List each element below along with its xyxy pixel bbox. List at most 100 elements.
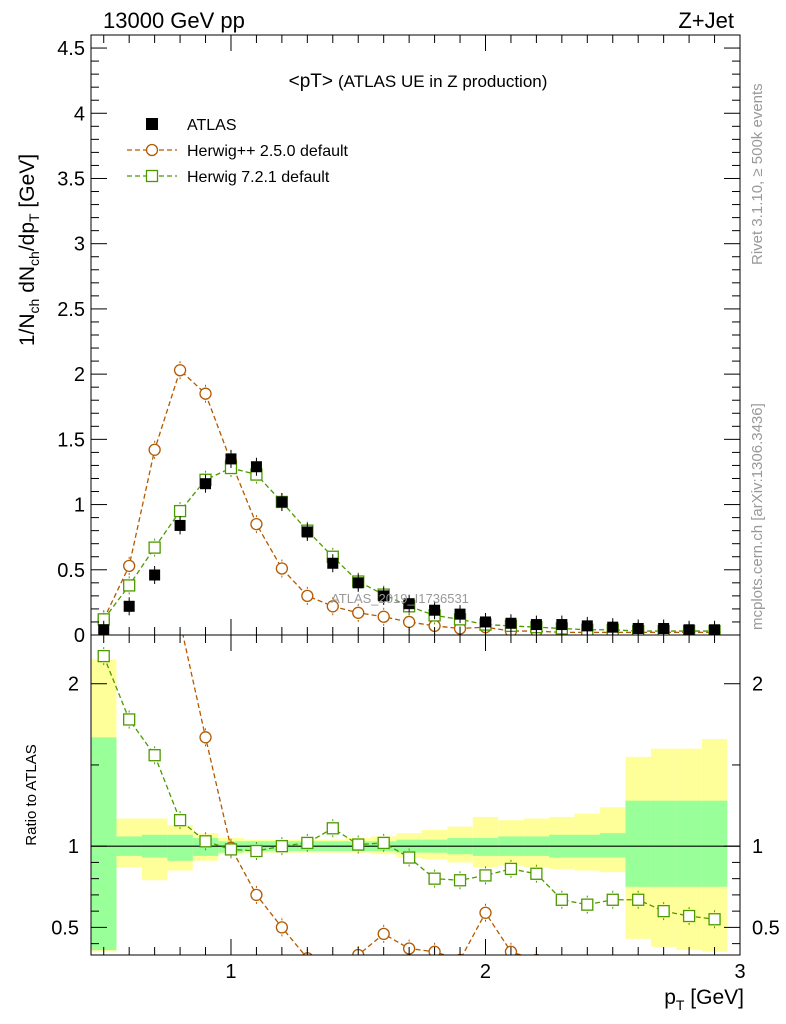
bottom-panel-frame — [90, 634, 741, 956]
ratio-herwig7-point — [453, 874, 467, 887]
top-ytick-label: 3.5 — [57, 168, 85, 190]
herwigpp-point — [326, 600, 339, 613]
ratio-band-inner-23 — [676, 800, 702, 887]
ratio-band-inner-20 — [600, 833, 626, 858]
atlas-point — [123, 600, 135, 612]
atlas-point — [250, 461, 262, 473]
ratio-herwigpp-point — [556, 962, 567, 973]
atlas-point — [149, 569, 161, 581]
ratio-herwigpp-point — [175, 617, 186, 628]
atlas-point — [581, 620, 593, 632]
ratio-herwig7-point — [581, 898, 594, 911]
atlas-point — [174, 519, 186, 531]
legend-herwigpp-label: Herwig++ 2.5.0 default — [187, 143, 349, 160]
herwigpp-point — [402, 615, 416, 629]
herwigpp-point — [377, 610, 390, 623]
atlas-point — [276, 496, 288, 508]
herwig7-point — [173, 504, 187, 518]
herwigpp-point — [123, 559, 136, 573]
ratio-herwig7-point — [504, 862, 518, 876]
mcplots-label: mcplots.cern.ch [arXiv:1306.3436] — [749, 403, 766, 630]
ratio-herwig7-point — [301, 836, 314, 850]
herwigpp-point — [199, 387, 212, 400]
top-ytick-label: 4.5 — [57, 38, 85, 60]
bottom-ytick-label: 2 — [68, 674, 79, 696]
ratio-herwig7-point — [97, 649, 110, 663]
ratio-herwigpp-point — [124, 617, 135, 628]
top-ytick-label: 4 — [74, 103, 85, 125]
atlas-point — [352, 577, 364, 589]
ratio-herwig7-point — [326, 822, 339, 835]
top-ytick-label: 2 — [74, 364, 85, 386]
ratio-herwigpp-point — [532, 953, 541, 955]
legend-atlas-marker — [146, 118, 158, 130]
atlas-point — [301, 526, 313, 538]
atlas-point — [454, 608, 466, 620]
bottom-ytick-label: 1 — [68, 836, 79, 858]
top-ytick-label: 3 — [74, 234, 85, 256]
ratio-herwig7-point — [173, 814, 187, 827]
xlabel: pT [GeV] — [664, 986, 744, 1013]
analysis-watermark: ATLAS_2019_I1736531 — [331, 591, 469, 606]
top-ytick-label: 2.5 — [57, 299, 85, 321]
ratio-herwigpp-point — [582, 962, 593, 973]
ratio-herwigpp-point — [456, 953, 464, 955]
herwigpp-point — [250, 517, 263, 531]
ratio-herwig7-point — [555, 893, 568, 906]
ratio-herwig7-point — [632, 893, 645, 906]
herwigpp-point — [352, 606, 365, 619]
atlas-point — [556, 619, 568, 631]
ratio-band-inner-21 — [625, 800, 651, 887]
ratio-herwigpp-point — [479, 906, 492, 919]
xtick-label: 1 — [225, 961, 236, 983]
bottom-ylabel: Ratio to ATLAS — [23, 744, 40, 845]
bottom-ytick-label-right: 1 — [752, 836, 763, 858]
xtick-label: 3 — [734, 961, 745, 983]
ratio-herwigpp-point — [327, 962, 338, 973]
atlas-point — [429, 604, 441, 616]
ratio-band-inner-22 — [650, 800, 677, 887]
ratio-herwig7-point — [682, 909, 696, 923]
ratio-herwig7-point — [199, 835, 212, 848]
ratio-herwigpp-point — [607, 962, 618, 973]
top-ylabel: 1/Nch dNch/dpT [GeV] — [16, 154, 42, 346]
herwigpp-point — [148, 443, 161, 456]
ratio-band-inner-3 — [167, 834, 193, 861]
legend-herwig7-marker — [145, 169, 159, 183]
ratio-herwig7-point — [428, 872, 441, 885]
top-ytick-label: 1.5 — [57, 429, 85, 451]
xtick-label: 2 — [480, 961, 491, 983]
ratio-herwigpp-point — [684, 962, 695, 973]
herwig7-point — [123, 579, 136, 592]
ratio-herwig7-point — [123, 713, 136, 726]
ratio-herwig7-point — [148, 749, 161, 762]
top-ytick-label: 0.5 — [57, 560, 85, 582]
legend-herwigpp-marker — [145, 143, 159, 157]
herwig7-point — [148, 541, 161, 554]
ratio-band-inner-0 — [91, 737, 117, 951]
herwigpp-point — [301, 589, 314, 603]
ratio-herwigpp-point — [250, 888, 263, 902]
atlas-point — [378, 590, 390, 602]
legend-atlas-label: ATLAS — [187, 117, 237, 134]
ratio-herwig7-point — [402, 851, 416, 864]
atlas-point — [225, 453, 237, 465]
ratio-herwigpp-point — [275, 921, 289, 934]
ratio-herwig7-point — [352, 838, 365, 851]
atlas-point — [403, 598, 415, 610]
ratio-herwig7-line — [103, 655, 715, 920]
atlas-point — [200, 478, 212, 490]
ratio-herwig7-point — [708, 913, 721, 926]
ratio-herwig7-point — [530, 867, 543, 880]
plot-title: <pT> (ATLAS UE in Z production) — [289, 71, 548, 92]
ratio-herwigpp-point — [658, 962, 669, 973]
ratio-herwigpp-point — [709, 962, 720, 973]
legend-herwig7-label: Herwig 7.2.1 default — [187, 169, 330, 186]
top-ytick-label: 0 — [74, 625, 85, 647]
ratio-herwig7-point — [479, 869, 492, 882]
atlas-point — [327, 557, 339, 569]
ratio-herwigpp-point — [149, 613, 160, 624]
ratio-herwig7-point — [377, 836, 390, 850]
ratio-herwig7-point — [657, 904, 670, 918]
